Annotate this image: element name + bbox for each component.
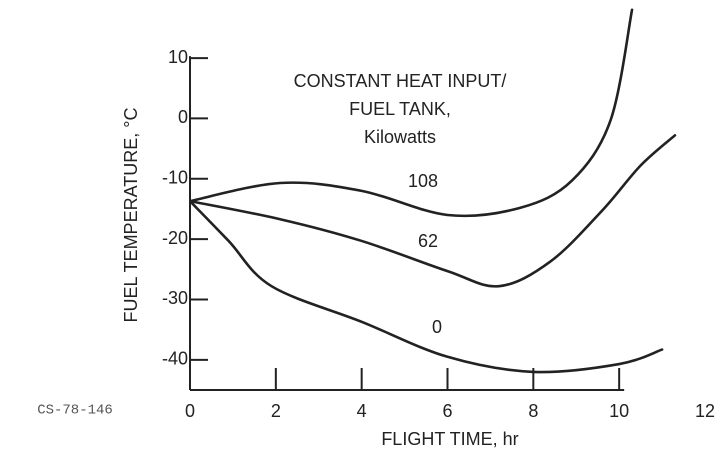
x-axis-label: FLIGHT TIME, hr [381,429,518,449]
curve [190,199,664,374]
y-tick-label: -20 [162,228,188,248]
figure-id: CS-78-146 [37,403,113,419]
curve [190,134,677,288]
annotation: CONSTANT HEAT INPUT/FUEL TANK, Kilowatts [294,71,507,147]
curve-label: 0 [432,317,442,337]
curve-label: 62 [418,231,438,251]
annotation-line: Kilowatts [364,127,436,147]
x-tick-label: 10 [609,401,629,421]
x-tick-label: 2 [271,401,281,421]
y-tick-label: -30 [162,288,188,308]
x-tick-label: 0 [185,401,195,421]
curve-label: 108 [408,171,438,191]
x-tick-label: 12 [695,401,715,421]
x-tick-label: 8 [528,401,538,421]
annotation-line: FUEL TANK, [349,99,451,119]
curve [190,8,634,218]
x-tick-label: 6 [442,401,452,421]
y-tick-label: 10 [168,47,188,67]
y-tick-label: 0 [178,107,188,127]
y-tick-label: -40 [162,349,188,369]
y-axis-label: FUEL TEMPERATURE, °C [121,108,141,323]
annotation-line: CONSTANT HEAT INPUT/ [294,71,507,91]
y-tick-label: -10 [162,168,188,188]
x-tick-label: 4 [357,401,367,421]
